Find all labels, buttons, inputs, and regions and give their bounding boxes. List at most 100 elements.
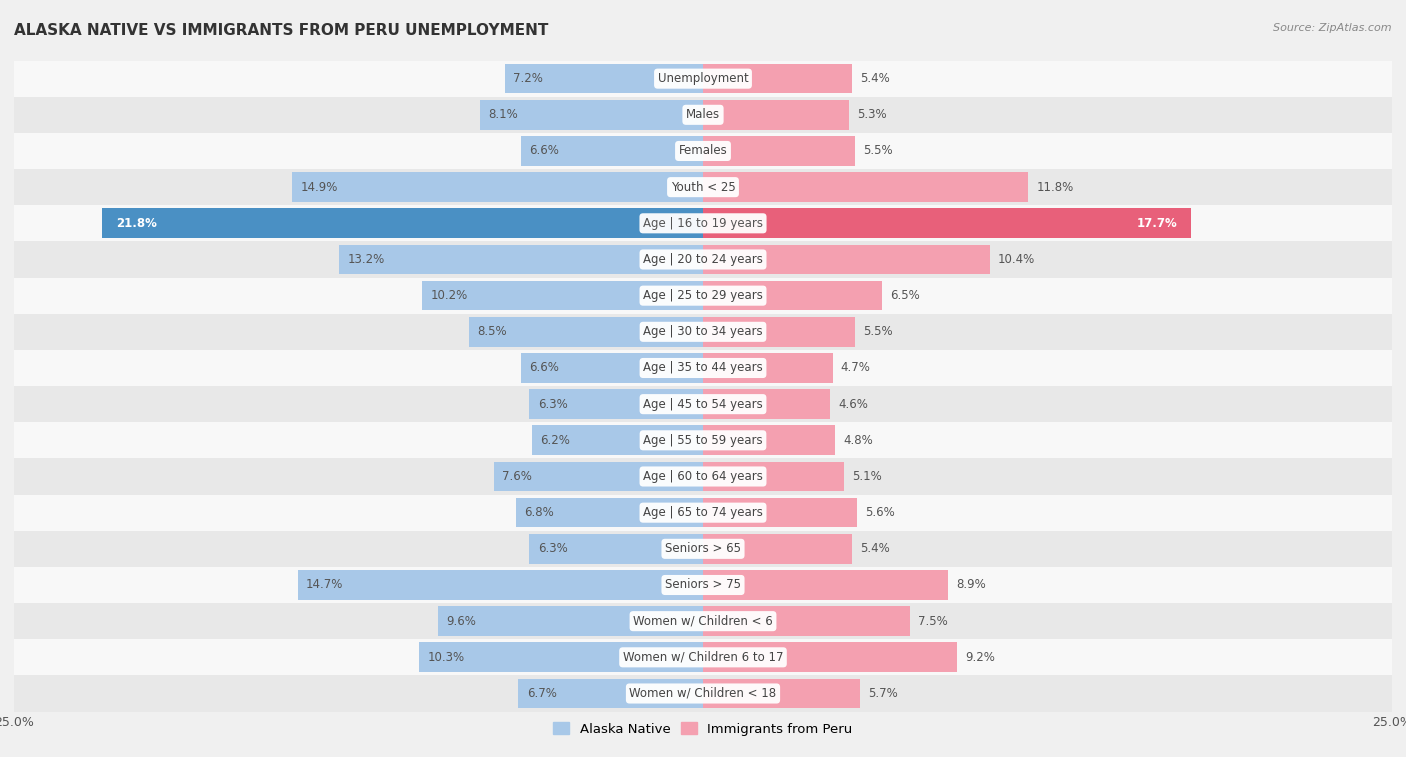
Bar — [522, 136, 703, 166]
Bar — [14, 386, 1392, 422]
Text: Women w/ Children < 6: Women w/ Children < 6 — [633, 615, 773, 628]
Text: 6.3%: 6.3% — [537, 542, 568, 556]
Text: Females: Females — [679, 145, 727, 157]
Text: 6.6%: 6.6% — [530, 362, 560, 375]
Text: 11.8%: 11.8% — [1036, 181, 1074, 194]
Bar — [703, 354, 832, 383]
Text: 6.7%: 6.7% — [527, 687, 557, 700]
Text: 6.5%: 6.5% — [890, 289, 920, 302]
Text: 6.8%: 6.8% — [524, 506, 554, 519]
Text: 10.3%: 10.3% — [427, 651, 464, 664]
Bar — [14, 567, 1392, 603]
Bar — [14, 278, 1392, 313]
Bar — [703, 281, 882, 310]
Text: 5.7%: 5.7% — [869, 687, 898, 700]
Text: Youth < 25: Youth < 25 — [671, 181, 735, 194]
Bar — [522, 354, 703, 383]
Text: Age | 60 to 64 years: Age | 60 to 64 years — [643, 470, 763, 483]
Text: 13.2%: 13.2% — [347, 253, 385, 266]
Bar — [14, 61, 1392, 97]
Text: 7.5%: 7.5% — [918, 615, 948, 628]
Text: 9.6%: 9.6% — [447, 615, 477, 628]
Bar — [14, 494, 1392, 531]
Bar — [703, 679, 860, 709]
Bar — [14, 97, 1392, 133]
Bar — [14, 603, 1392, 639]
Text: Age | 25 to 29 years: Age | 25 to 29 years — [643, 289, 763, 302]
Text: Women w/ Children 6 to 17: Women w/ Children 6 to 17 — [623, 651, 783, 664]
Bar — [14, 675, 1392, 712]
Bar — [703, 173, 1028, 202]
Text: 21.8%: 21.8% — [117, 217, 157, 230]
Text: Unemployment: Unemployment — [658, 72, 748, 85]
Bar — [703, 534, 852, 564]
Text: 7.2%: 7.2% — [513, 72, 543, 85]
Text: Seniors > 75: Seniors > 75 — [665, 578, 741, 591]
Text: 5.5%: 5.5% — [863, 326, 893, 338]
Bar — [14, 169, 1392, 205]
Bar — [703, 100, 849, 129]
Text: 4.7%: 4.7% — [841, 362, 870, 375]
Bar — [14, 531, 1392, 567]
Text: 10.2%: 10.2% — [430, 289, 467, 302]
Text: 10.4%: 10.4% — [998, 253, 1035, 266]
Text: 8.9%: 8.9% — [956, 578, 986, 591]
Bar — [703, 389, 830, 419]
Text: Age | 16 to 19 years: Age | 16 to 19 years — [643, 217, 763, 230]
Text: Seniors > 65: Seniors > 65 — [665, 542, 741, 556]
Text: Age | 30 to 34 years: Age | 30 to 34 years — [643, 326, 763, 338]
Bar — [14, 350, 1392, 386]
Text: Age | 45 to 54 years: Age | 45 to 54 years — [643, 397, 763, 410]
Bar — [703, 643, 956, 672]
Bar — [339, 245, 703, 274]
Bar — [14, 133, 1392, 169]
Text: 8.5%: 8.5% — [477, 326, 506, 338]
Text: 6.3%: 6.3% — [537, 397, 568, 410]
Text: 5.5%: 5.5% — [863, 145, 893, 157]
Text: 5.6%: 5.6% — [866, 506, 896, 519]
Text: 17.7%: 17.7% — [1136, 217, 1177, 230]
Text: Source: ZipAtlas.com: Source: ZipAtlas.com — [1274, 23, 1392, 33]
Bar — [703, 317, 855, 347]
Text: 4.8%: 4.8% — [844, 434, 873, 447]
Text: Males: Males — [686, 108, 720, 121]
Text: Age | 55 to 59 years: Age | 55 to 59 years — [643, 434, 763, 447]
Text: 14.7%: 14.7% — [307, 578, 343, 591]
Bar — [530, 534, 703, 564]
Bar — [703, 245, 990, 274]
Bar — [531, 425, 703, 455]
Bar — [419, 643, 703, 672]
Bar — [14, 205, 1392, 241]
Text: 5.4%: 5.4% — [860, 542, 890, 556]
Bar — [14, 639, 1392, 675]
Text: Age | 20 to 24 years: Age | 20 to 24 years — [643, 253, 763, 266]
Legend: Alaska Native, Immigrants from Peru: Alaska Native, Immigrants from Peru — [548, 717, 858, 741]
Bar — [530, 389, 703, 419]
Text: 6.2%: 6.2% — [540, 434, 571, 447]
Text: 7.6%: 7.6% — [502, 470, 531, 483]
Bar — [703, 136, 855, 166]
Bar — [422, 281, 703, 310]
Bar — [14, 422, 1392, 459]
Text: Age | 35 to 44 years: Age | 35 to 44 years — [643, 362, 763, 375]
Bar — [14, 313, 1392, 350]
Bar — [703, 208, 1191, 238]
Bar — [14, 459, 1392, 494]
Bar — [519, 679, 703, 709]
Text: 6.6%: 6.6% — [530, 145, 560, 157]
Bar — [298, 570, 703, 600]
Bar — [468, 317, 703, 347]
Text: 8.1%: 8.1% — [488, 108, 517, 121]
Text: 9.2%: 9.2% — [965, 651, 994, 664]
Bar — [103, 208, 703, 238]
Bar — [703, 606, 910, 636]
Bar — [292, 173, 703, 202]
Text: Women w/ Children < 18: Women w/ Children < 18 — [630, 687, 776, 700]
Text: 5.4%: 5.4% — [860, 72, 890, 85]
Bar — [14, 241, 1392, 278]
Text: ALASKA NATIVE VS IMMIGRANTS FROM PERU UNEMPLOYMENT: ALASKA NATIVE VS IMMIGRANTS FROM PERU UN… — [14, 23, 548, 38]
Text: 5.1%: 5.1% — [852, 470, 882, 483]
Bar — [494, 462, 703, 491]
Bar — [505, 64, 703, 93]
Bar — [703, 498, 858, 528]
